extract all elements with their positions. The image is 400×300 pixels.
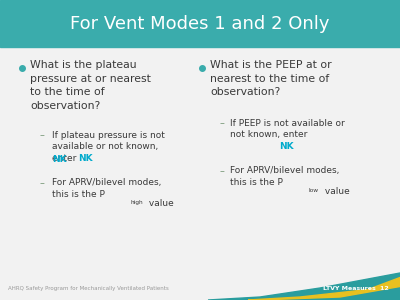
Bar: [0, 272, 400, 300]
Text: For APRV/bilevel modes,
this is the P: For APRV/bilevel modes, this is the P: [230, 167, 339, 187]
Text: AHRQ Safety Program for Mechanically Ventilated Patients: AHRQ Safety Program for Mechanically Ven…: [8, 286, 169, 291]
Polygon shape: [248, 278, 400, 300]
Text: low: low: [309, 188, 319, 193]
Text: –: –: [40, 130, 45, 140]
Text: –: –: [220, 167, 225, 176]
Text: What is the plateau
pressure at or nearest
to the time of
observation?: What is the plateau pressure at or neare…: [30, 60, 151, 111]
Text: NK: NK: [52, 154, 67, 164]
Text: –: –: [40, 178, 45, 188]
Bar: [0, 0, 400, 46]
Text: LTVY Measures  12: LTVY Measures 12: [323, 286, 389, 291]
Text: value: value: [322, 187, 350, 196]
Text: If plateau pressure is not
available or not known,
enter: If plateau pressure is not available or …: [52, 130, 165, 163]
Text: For Vent Modes 1 and 2 Only: For Vent Modes 1 and 2 Only: [70, 15, 330, 33]
Text: NK: NK: [78, 154, 93, 163]
Polygon shape: [208, 273, 400, 300]
Text: NK: NK: [279, 142, 294, 151]
Text: For APRV/bilevel modes,
this is the P: For APRV/bilevel modes, this is the P: [52, 178, 161, 199]
Text: What is the PEEP at or
nearest to the time of
observation?: What is the PEEP at or nearest to the ti…: [210, 60, 332, 97]
Text: value: value: [146, 199, 174, 208]
Text: If PEEP is not available or
not known, enter: If PEEP is not available or not known, e…: [230, 118, 345, 139]
Text: –: –: [220, 118, 225, 128]
Text: high: high: [131, 200, 144, 206]
